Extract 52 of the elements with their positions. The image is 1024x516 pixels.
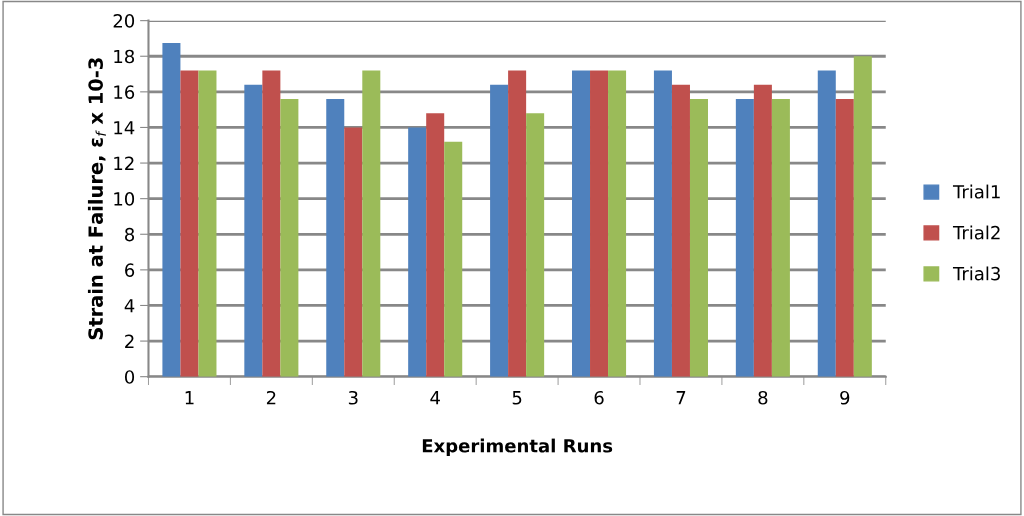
bar bbox=[262, 70, 281, 377]
bar bbox=[817, 70, 836, 377]
y-tick-label: 16 bbox=[114, 85, 135, 99]
y-tick-label: 18 bbox=[114, 49, 135, 64]
legend-label: Trial3 bbox=[952, 266, 1000, 281]
bar bbox=[771, 98, 790, 377]
bar bbox=[689, 98, 708, 377]
x-tick-label: 4 bbox=[430, 391, 440, 405]
y-tick-label: 20 bbox=[113, 14, 135, 28]
legend-label: Trial2 bbox=[952, 225, 1000, 240]
bar bbox=[653, 70, 672, 377]
bar bbox=[326, 98, 345, 377]
y-tick-label: 6 bbox=[125, 263, 135, 277]
x-axis-title: Experimental Runs bbox=[422, 438, 613, 457]
bar bbox=[735, 98, 754, 377]
bar bbox=[753, 84, 772, 377]
x-tick-label: 1 bbox=[185, 391, 194, 405]
bar bbox=[490, 84, 509, 377]
y-tick-label: 0 bbox=[124, 370, 135, 384]
bar bbox=[362, 70, 381, 377]
y-tick-label: 4 bbox=[124, 299, 135, 313]
bar bbox=[244, 84, 263, 377]
x-tick-label: 2 bbox=[266, 390, 276, 405]
bar bbox=[426, 113, 445, 377]
bar bbox=[444, 141, 463, 377]
x-tick-label: 9 bbox=[840, 390, 850, 405]
bar bbox=[835, 98, 854, 377]
x-tick-label: 6 bbox=[594, 390, 604, 405]
y-tick-label: 12 bbox=[114, 156, 134, 170]
legend-label: Trial1 bbox=[952, 184, 1000, 199]
bar bbox=[198, 70, 217, 377]
bar bbox=[671, 84, 690, 377]
bar bbox=[590, 70, 609, 377]
bar bbox=[162, 42, 181, 377]
x-tick-label: 5 bbox=[512, 391, 522, 405]
x-tick-label: 7 bbox=[676, 391, 686, 405]
bar bbox=[280, 98, 299, 377]
x-tick-label: 3 bbox=[348, 390, 358, 405]
bar bbox=[508, 70, 527, 377]
bar bbox=[853, 56, 872, 377]
x-tick-label: 8 bbox=[758, 390, 768, 405]
y-tick-label: 2 bbox=[125, 334, 134, 348]
y-tick-label: 8 bbox=[125, 227, 135, 242]
y-tick-label: 10 bbox=[114, 192, 135, 206]
bar bbox=[572, 70, 591, 377]
bar bbox=[180, 70, 199, 377]
bar bbox=[408, 127, 427, 377]
bar bbox=[344, 127, 363, 377]
y-tick-label: 14 bbox=[114, 121, 135, 135]
bar bbox=[526, 113, 545, 377]
bar bbox=[608, 70, 627, 377]
y-axis-title: Strain at Failure, ε$_{f}$ x 10-3 bbox=[87, 58, 106, 340]
